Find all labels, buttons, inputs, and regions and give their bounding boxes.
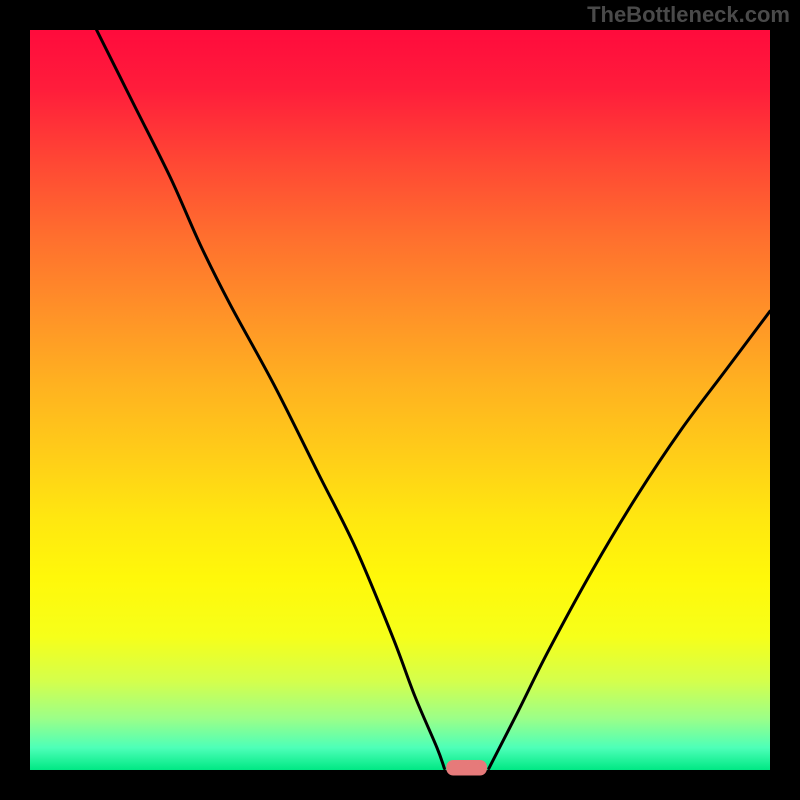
watermark-text: TheBottleneck.com [587, 2, 790, 28]
bottleneck-chart [0, 0, 800, 800]
chart-container: TheBottleneck.com [0, 0, 800, 800]
optimal-point-marker [446, 760, 487, 776]
